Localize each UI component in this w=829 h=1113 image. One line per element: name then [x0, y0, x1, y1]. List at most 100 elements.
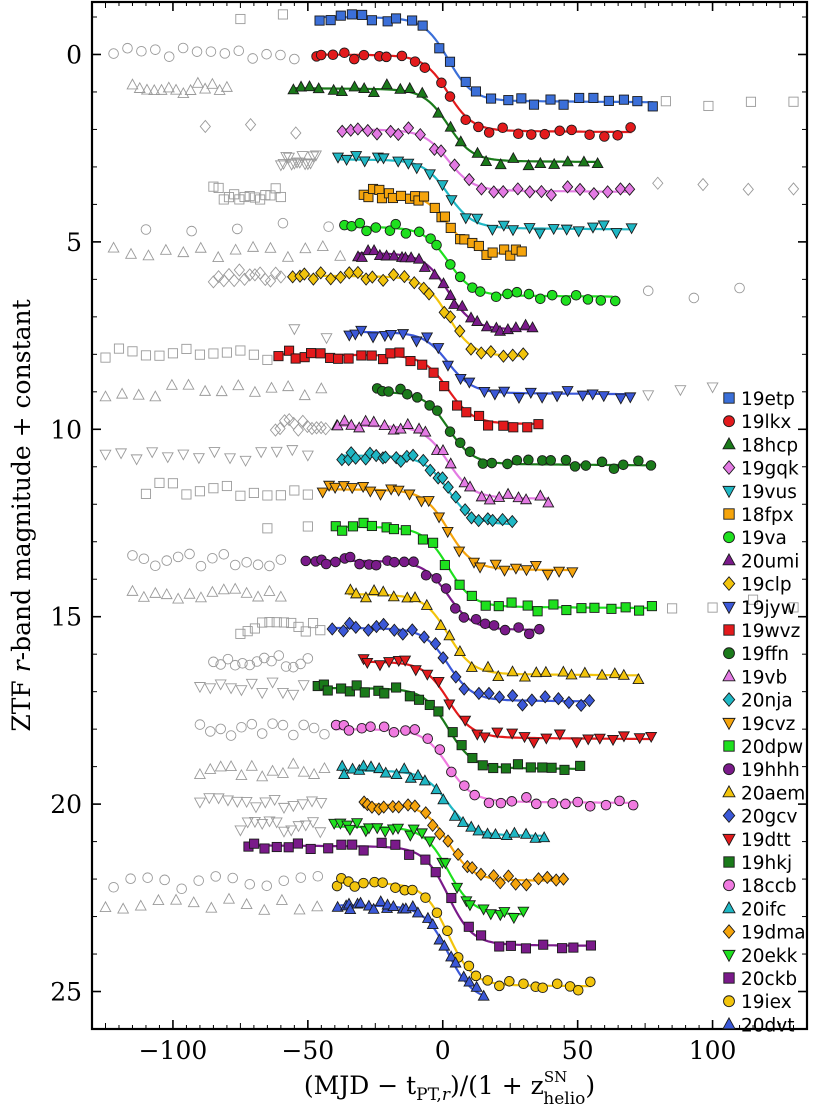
data-point-20dvt: [344, 902, 357, 914]
data-point-20dvt: [411, 906, 424, 918]
data-point-20ekk: [517, 906, 530, 918]
data-point-20gcv: [516, 698, 529, 712]
fit-curve-20aem: [348, 593, 640, 677]
data-point-20gcv: [406, 623, 418, 637]
data-point-20umi: [526, 321, 539, 333]
reference-point-20nja: [99, 449, 112, 461]
reference-point-20gcv: [242, 626, 253, 637]
data-point-19vus: [497, 220, 510, 232]
fit-curve-18hcp: [294, 87, 597, 163]
data-point-19jyw: [420, 332, 434, 344]
data-point-19dtt: [478, 732, 491, 744]
data-point-20umi: [509, 321, 522, 333]
reference-point-19jyw: [320, 333, 333, 345]
data-point-19ffn: [545, 455, 557, 466]
reference-point-20aem: [274, 590, 287, 602]
data-point-20nja: [459, 503, 471, 517]
data-point-19vb: [436, 443, 450, 456]
reference-point-20dvt: [258, 903, 271, 915]
data-point-19cvz: [403, 489, 416, 501]
reference-point-20aem: [137, 590, 150, 602]
reference-point-20umi: [194, 241, 207, 253]
data-point-19gqk: [448, 158, 461, 172]
data-point-19vus: [533, 228, 546, 240]
data-point-18hcp: [548, 157, 561, 169]
reference-point-20umi: [212, 250, 225, 262]
data-point-20ckb: [557, 943, 568, 954]
data-point-19dtt: [593, 733, 606, 745]
legend-marker-18fpx: [723, 508, 735, 520]
reference-point-19jyw: [288, 324, 301, 336]
data-point-20dpw: [634, 605, 645, 616]
data-point-18hcp: [471, 146, 484, 158]
legend-label: 20ckb: [741, 969, 797, 990]
reference-point-20ekk: [270, 817, 283, 829]
reference-point-20gcv: [300, 626, 311, 637]
reference-point-19cvz: [248, 487, 259, 498]
data-point-19etp: [314, 15, 325, 26]
reference-point-19ffn: [99, 390, 112, 402]
data-point-18hcp: [327, 83, 340, 95]
data-point-19cvz: [541, 569, 554, 581]
data-point-18hcp: [416, 86, 429, 98]
legend-entry-19etp: 19etp: [723, 389, 795, 410]
reference-point-19wvz: [127, 346, 138, 357]
data-point-19va: [390, 218, 401, 230]
reference-point-19vb: [274, 421, 286, 436]
legend-entry-20ckb: 20ckb: [723, 969, 797, 990]
data-point-19dtt: [361, 657, 374, 669]
data-point-19vb: [444, 457, 457, 469]
x-tick-label: 50: [562, 1036, 594, 1065]
data-point-19lkx: [327, 49, 339, 61]
data-point-18ccb: [400, 725, 411, 736]
legend-entry-19lkx: 19lkx: [723, 412, 791, 433]
data-point-18hcp: [394, 82, 407, 94]
reference-point-19dtt: [258, 652, 270, 664]
reference-point-19clp: [244, 268, 256, 282]
reference-point-19cvz: [154, 477, 165, 488]
data-point-19va: [354, 217, 366, 229]
data-point-19hkj: [467, 752, 478, 764]
data-point-18hcp: [494, 158, 507, 170]
data-point-19etp: [470, 86, 481, 97]
data-point-20ckb: [376, 837, 387, 848]
data-point-19clp: [366, 270, 378, 284]
data-point-19clp: [343, 266, 355, 280]
data-point-18fpx: [445, 222, 456, 233]
data-point-19lkx: [566, 124, 577, 136]
data-point-19gqk: [512, 182, 524, 196]
data-point-18ccb: [356, 722, 368, 734]
reference-point-19dma: [212, 793, 225, 805]
legend-entry-20gcv: 20gcv: [722, 807, 797, 828]
data-point-19etp: [503, 95, 514, 106]
reference-point-19clp: [254, 266, 266, 280]
reference-point-19lkx: [150, 44, 161, 55]
reference-point-20aem: [149, 586, 162, 598]
reference-point-19hkj: [266, 677, 279, 689]
data-point-19cvz: [566, 567, 579, 579]
data-point-20ckb: [446, 892, 457, 904]
data-point-20dvt: [354, 896, 367, 908]
reference-point-19jyw: [642, 390, 655, 402]
reference-point-19vus: [274, 160, 287, 172]
reference-point-18fpx: [229, 189, 240, 200]
data-point-19clp: [352, 265, 364, 280]
reference-point-20ekk: [234, 825, 247, 837]
data-point-19hhh: [499, 624, 511, 636]
data-point-20ifc: [456, 815, 470, 827]
data-point-19dtt: [506, 728, 519, 740]
data-point-20ifc: [481, 827, 494, 839]
legend-entry-20nja: 20nja: [722, 691, 793, 712]
data-point-19hkj: [525, 762, 536, 773]
reference-point-20aem: [172, 592, 185, 604]
data-point-20ckb: [505, 940, 516, 951]
data-point-19wvz: [439, 381, 450, 392]
series-19dma: [193, 793, 570, 892]
reference-point-20gcv: [257, 617, 268, 628]
legend-marker-19wvz: [723, 624, 735, 636]
data-point-20aem: [420, 598, 433, 610]
reference-point-19lkx: [191, 46, 203, 57]
data-point-19dma: [466, 861, 478, 875]
reference-point-19iex: [142, 872, 153, 883]
